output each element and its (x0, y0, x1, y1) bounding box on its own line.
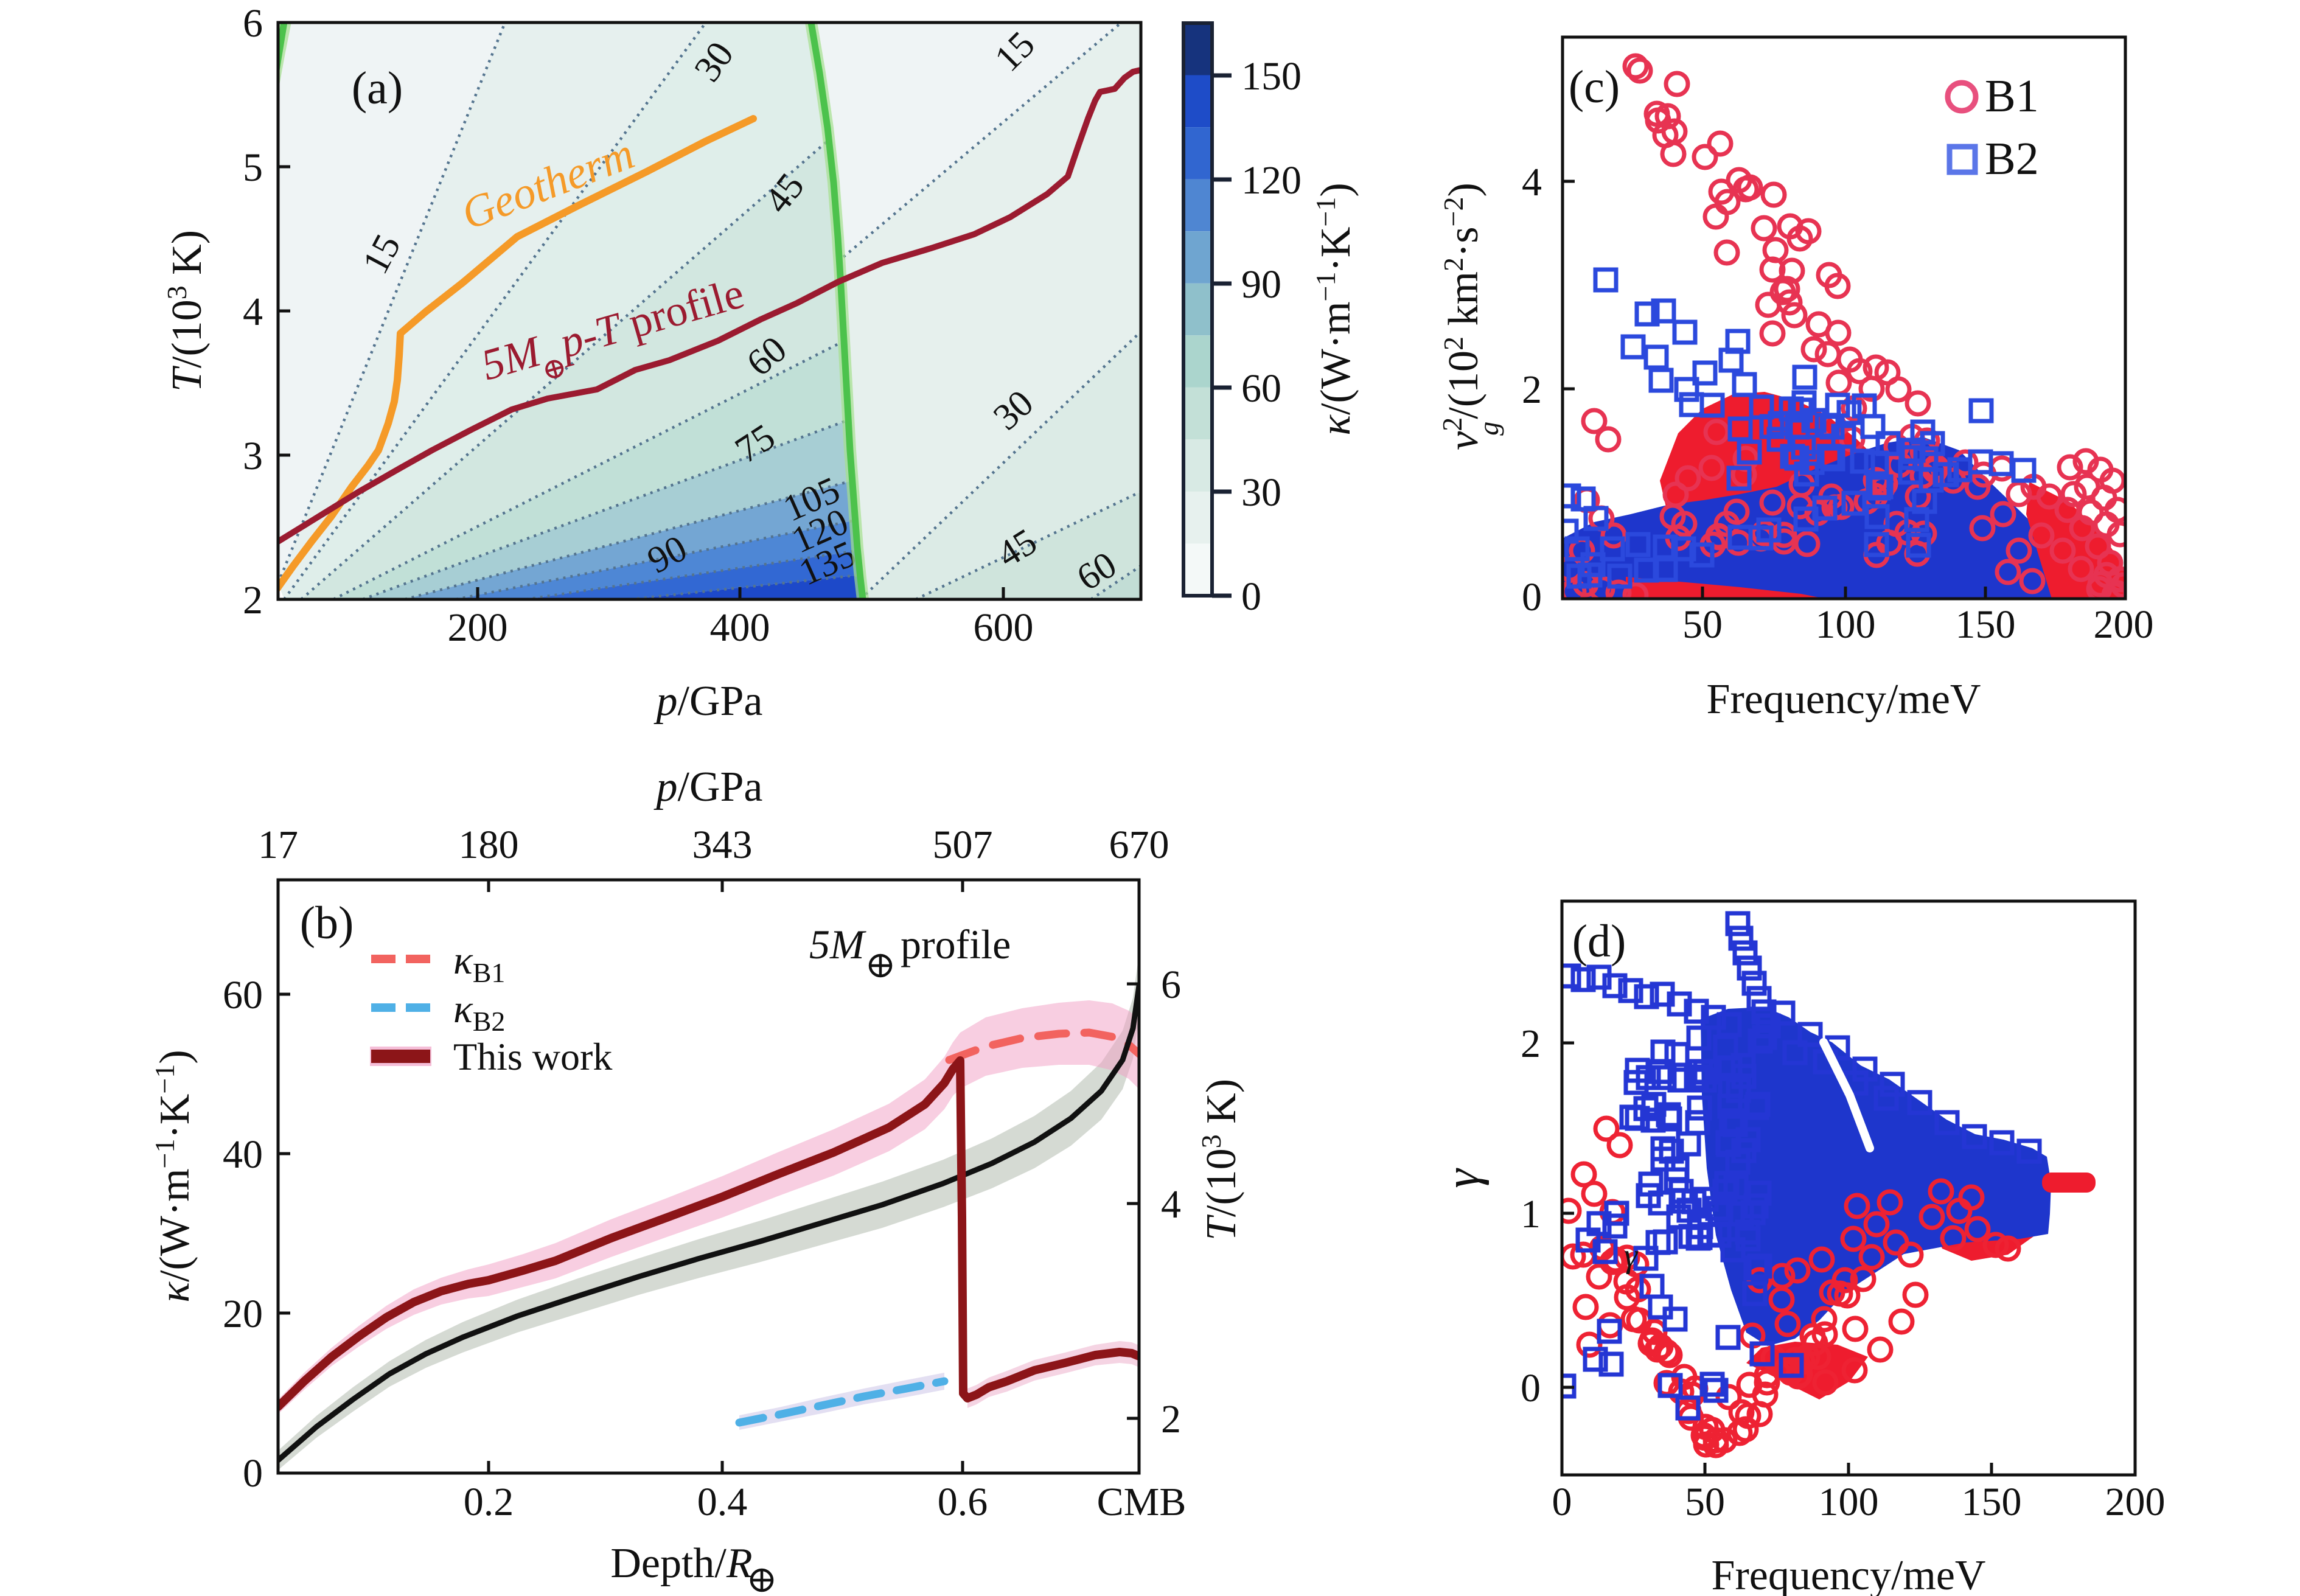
svg-text:B1: B1 (1985, 71, 2039, 122)
svg-text:(a): (a) (352, 63, 403, 114)
svg-text:T/(103 K): T/(103 K) (1196, 1079, 1245, 1241)
svg-text:profile: profile (901, 921, 1011, 967)
svg-text:670: 670 (1109, 823, 1169, 867)
svg-text:150: 150 (1241, 54, 1302, 99)
svg-text:6: 6 (1161, 963, 1181, 1007)
svg-text:0: 0 (1521, 1366, 1541, 1410)
svg-text:5M: 5M (809, 921, 866, 967)
svg-text:B2: B2 (1985, 133, 2039, 184)
svg-text:0: 0 (1522, 575, 1542, 619)
svg-text:400: 400 (710, 605, 770, 650)
svg-text:50: 50 (1682, 602, 1723, 647)
svg-text:6: 6 (243, 1, 263, 46)
svg-text:507: 507 (933, 823, 993, 867)
svg-text:0.2: 0.2 (464, 1480, 514, 1524)
svg-text:4: 4 (1161, 1182, 1181, 1227)
svg-text:200: 200 (2094, 602, 2154, 647)
svg-text:100: 100 (1819, 1480, 1879, 1524)
svg-text:2: 2 (243, 578, 263, 622)
svg-text:20: 20 (223, 1292, 263, 1336)
svg-text:100: 100 (1816, 602, 1876, 647)
svg-text:180: 180 (459, 823, 519, 867)
svg-text:κ/(W·m−1·K−1): κ/(W·m−1·K−1) (149, 1050, 198, 1302)
svg-text:T/(103 K): T/(103 K) (161, 230, 211, 392)
svg-text:Frequency/meV: Frequency/meV (1712, 1552, 1986, 1596)
svg-text:0.6: 0.6 (938, 1480, 988, 1524)
svg-text:γ: γ (1624, 1237, 1639, 1275)
svg-text:0.4: 0.4 (697, 1480, 748, 1524)
svg-text:50: 50 (1685, 1480, 1725, 1524)
svg-text:4: 4 (243, 290, 263, 334)
svg-text:90: 90 (1241, 262, 1281, 307)
svg-text:200: 200 (448, 605, 508, 650)
svg-text:2: 2 (1161, 1397, 1181, 1441)
svg-text:343: 343 (692, 823, 753, 867)
svg-text:40: 40 (223, 1132, 263, 1177)
svg-text:(d): (d) (1572, 916, 1626, 967)
svg-text:4: 4 (1522, 160, 1542, 204)
svg-text:120: 120 (1241, 158, 1302, 203)
svg-text:κB2: κB2 (453, 987, 505, 1037)
svg-text:0: 0 (243, 1451, 263, 1496)
svg-text:κ/(W·m−1·K−1): κ/(W·m−1·K−1) (1310, 183, 1359, 435)
svg-text:17: 17 (258, 823, 298, 867)
svg-text:150: 150 (1962, 1480, 2022, 1524)
svg-text:CMB: CMB (1097, 1480, 1187, 1524)
svg-text:Depth/R: Depth/R (610, 1540, 752, 1587)
svg-text:600: 600 (974, 605, 1034, 650)
svg-text:κB1: κB1 (453, 938, 505, 988)
svg-text:5: 5 (243, 145, 263, 190)
svg-text:60: 60 (1241, 366, 1281, 411)
svg-text:0: 0 (1241, 574, 1261, 619)
svg-text:2: 2 (1522, 368, 1542, 412)
svg-text:30: 30 (1241, 470, 1281, 515)
svg-text:1: 1 (1521, 1192, 1541, 1236)
svg-text:p/GPa: p/GPa (653, 678, 763, 725)
svg-text:200: 200 (2105, 1480, 2166, 1524)
svg-text:60: 60 (223, 973, 263, 1017)
svg-text:(b): (b) (300, 897, 354, 949)
svg-text:2: 2 (1521, 1022, 1541, 1066)
svg-text:0: 0 (1552, 1480, 1572, 1524)
svg-text:v2g/(102 km2·s−2): v2 g/(102 km2·s−2) (1437, 183, 1504, 450)
svg-text:p/GPa: p/GPa (653, 764, 763, 810)
svg-text:(c): (c) (1569, 61, 1620, 113)
svg-text:3: 3 (243, 434, 263, 478)
svg-text:γ: γ (1436, 1168, 1490, 1188)
svg-text:Frequency/meV: Frequency/meV (1707, 676, 1981, 723)
svg-text:150: 150 (1956, 602, 2016, 647)
svg-text:This work: This work (453, 1035, 612, 1078)
